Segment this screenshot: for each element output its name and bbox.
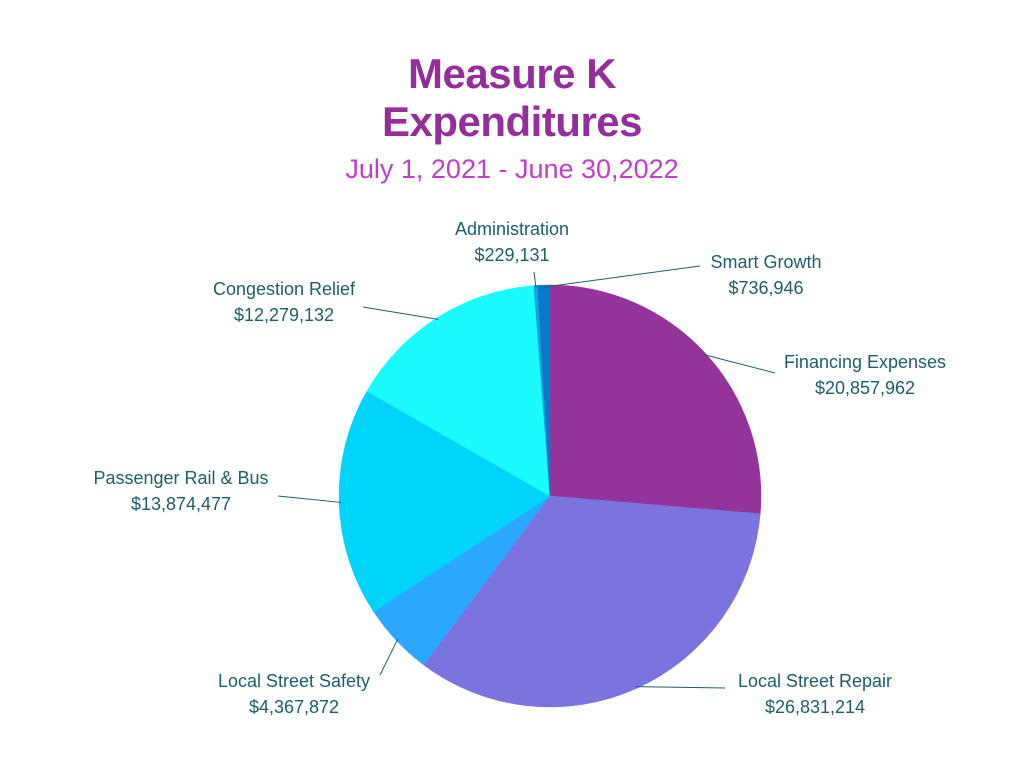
chart-title: Measure K Expenditures <box>381 50 643 145</box>
value-label: $12,279,132 <box>234 305 334 325</box>
value-label: $13,874,477 <box>131 494 231 514</box>
leader-line <box>533 271 537 288</box>
pie-slice <box>366 285 551 497</box>
slice-label: Passenger Rail & Bus <box>93 468 268 488</box>
slice-label: Smart Growth <box>710 252 821 272</box>
leader-line <box>362 306 439 320</box>
value-label: $20,857,962 <box>815 378 915 398</box>
leader-line <box>703 354 776 374</box>
leader-line <box>543 265 701 288</box>
slice-label: Local Street Repair <box>738 671 892 691</box>
leader-line <box>635 686 726 689</box>
value-label: $229,131 <box>474 245 549 265</box>
pie-slice <box>423 495 761 708</box>
pie-slice <box>549 284 762 515</box>
value-label: $4,367,872 <box>249 697 339 717</box>
value-label: $26,831,214 <box>765 697 865 717</box>
chart-subtitle: July 1, 2021 - June 30,2022 <box>345 154 679 184</box>
value-label: $736,946 <box>728 278 803 298</box>
pie-slice <box>537 284 551 497</box>
slice-label: Congestion Relief <box>213 279 356 299</box>
slice-label: Administration <box>455 219 569 239</box>
leader-line <box>277 495 342 503</box>
leader-line <box>379 638 399 676</box>
slice-label: Local Street Safety <box>218 671 370 691</box>
slice-label: Financing Expenses <box>784 352 946 372</box>
